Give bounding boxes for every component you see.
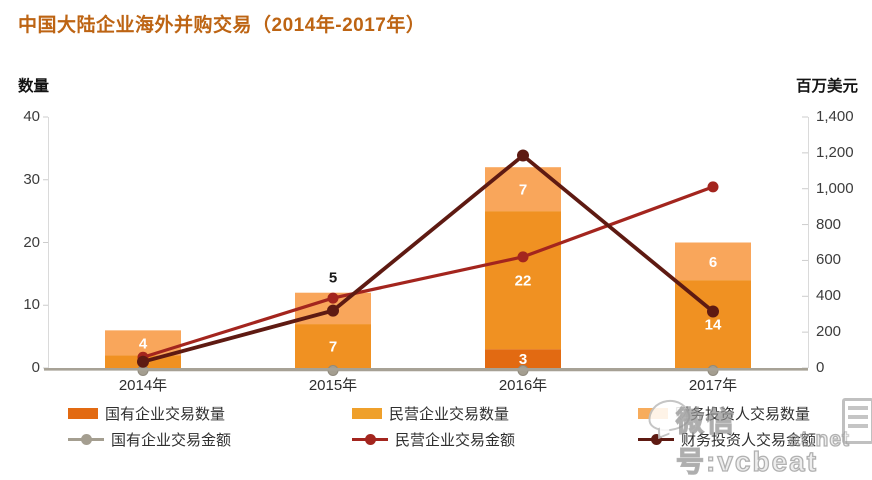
left-axis-tick-label: 40 [23, 108, 40, 125]
left-axis-tick-label: 20 [23, 233, 40, 251]
bar-value-label: 14 [705, 317, 722, 334]
legend-item-line-1: 民营企业交易金额 [352, 428, 515, 450]
left-axis-tick-label: 0 [31, 359, 40, 376]
line-marker-s1-c2 [517, 251, 529, 263]
legend-line-swatch-icon [638, 433, 674, 445]
legend-line-dot [651, 433, 662, 445]
line-s1 [141, 185, 715, 359]
right-axis-title: 百万美元 [795, 78, 858, 95]
right-axis-tick-label: 800 [816, 215, 842, 233]
x-axis-category-label: 2017年 [688, 377, 738, 394]
bar-segment-s2-c3 [675, 242, 751, 281]
legend-line-dot [81, 433, 92, 445]
combo-chart-plot: 24753227146 [43, 116, 809, 376]
bar-segment-s2-c0 [105, 330, 181, 356]
legend-item-line-2: 财务投资人交易金额 [638, 428, 816, 450]
bar-value-label: 5 [329, 270, 337, 287]
line-marker-s2-c3 [707, 305, 719, 318]
legend-item-bar-0: 国有企业交易数量 [68, 402, 225, 424]
x-axis-category-label: 2014年 [118, 377, 168, 394]
right-axis-tick-label: 200 [816, 323, 842, 341]
legend-item-label: 国有企业交易数量 [105, 405, 226, 423]
right-axis-tick-label: 1,200 [816, 143, 854, 161]
legend-bar-swatch-icon [638, 407, 668, 419]
chart-page: 中国大陆企业海外并购交易（2014年-2017年） 数量 百万美元 0 10 20 3… [0, 0, 872, 461]
legend-item-line-0: 国有企业交易金额 [68, 428, 231, 450]
right-axis-tick-label: 400 [816, 287, 842, 305]
x-axis-category-label: 2016年 [498, 377, 548, 394]
legend-item-label: 民营企业交易数量 [389, 405, 510, 423]
bar-value-label: 6 [709, 254, 717, 271]
bar-value-label: 22 [515, 273, 532, 290]
bar-value-label: 7 [329, 339, 337, 356]
right-axis-tick-label: 0 [816, 359, 825, 376]
chart-legend: 国有企业交易数量 民营企业交易数量 财务投资人交易数量国有企业交易金额 民营企业交易金… [0, 398, 872, 454]
bar-segment-s1-c1 [295, 324, 371, 368]
right-axis-tick-label: 600 [816, 251, 842, 269]
bar-segment-s1-c2 [485, 211, 561, 350]
line-s2 [141, 153, 715, 364]
legend-item-label: 国有企业交易金额 [111, 431, 232, 449]
legend-line-swatch-icon [352, 433, 388, 445]
bar-value-label: 3 [519, 351, 527, 368]
bar-segment-s0-c2 [485, 349, 561, 368]
left-axis-tick-label: 30 [23, 170, 40, 188]
line-marker-s1-c1 [327, 292, 339, 304]
legend-line-swatch-icon [68, 433, 104, 445]
legend-item-label: 财务投资人交易金额 [681, 431, 817, 449]
x-axis-category-label: 2015年 [308, 377, 358, 394]
line-marker-s2-c1 [327, 304, 339, 317]
left-axis-title: 数量 [18, 78, 50, 95]
legend-line-dot [365, 433, 376, 445]
legend-item-bar-2: 财务投资人交易数量 [638, 402, 810, 424]
legend-item-label: 财务投资人交易数量 [675, 405, 811, 423]
left-axis-tick-label: 10 [23, 296, 40, 314]
right-axis-tick-label: 1,400 [816, 108, 854, 125]
bar-value-label: 7 [519, 182, 527, 199]
bar-segment-s1-c3 [675, 280, 751, 368]
chart-title: 中国大陆企业海外并购交易（2014年-2017年） [18, 15, 426, 36]
bar-value-label: 4 [139, 335, 148, 352]
line-marker-s2-c2 [517, 149, 529, 162]
legend-bar-swatch-icon [68, 407, 98, 419]
right-axis-tick-label: 1,000 [816, 179, 854, 197]
legend-item-label: 民营企业交易金额 [395, 431, 516, 449]
line-marker-s1-c3 [707, 181, 719, 193]
legend-bar-swatch-icon [352, 407, 382, 419]
line-marker-s2-c0 [137, 355, 149, 368]
legend-item-bar-1: 民营企业交易数量 [352, 402, 509, 424]
